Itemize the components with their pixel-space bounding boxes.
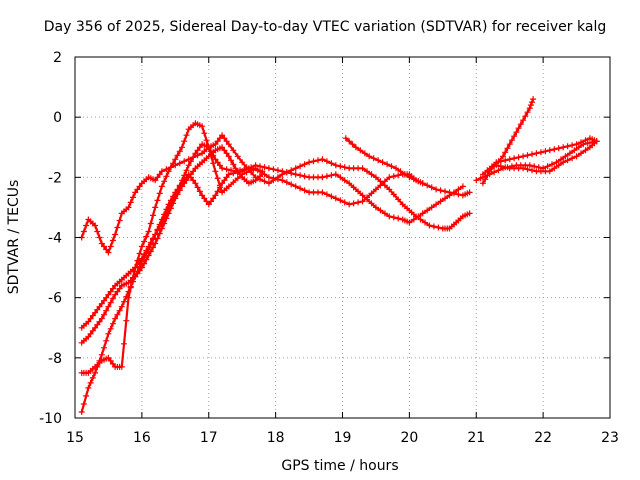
y-tick-label: -6 [48, 291, 62, 307]
x-tick-label: 23 [601, 430, 619, 446]
data-point-marker [390, 213, 398, 221]
data-point-marker [350, 199, 358, 207]
series-line-track-2 [80, 122, 424, 374]
y-tick-label: -10 [39, 411, 62, 427]
x-axis-label: GPS time / hours [281, 458, 398, 474]
data-point-marker [274, 166, 282, 174]
data-point-marker [506, 155, 514, 163]
data-point-marker [265, 164, 273, 172]
y-tick-label: -8 [48, 351, 62, 367]
data-point-marker [529, 95, 537, 103]
data-point-marker [269, 165, 277, 173]
data-point-marker [151, 203, 159, 211]
data-point-marker [111, 230, 119, 239]
data-point-marker [537, 148, 545, 156]
data-point-marker [555, 144, 563, 152]
data-point-marker [519, 152, 527, 160]
x-tick-label: 21 [467, 430, 485, 446]
x-tick-label: 20 [400, 430, 418, 446]
data-point-marker [559, 143, 567, 151]
data-point-marker [510, 154, 518, 162]
data-point-marker [354, 198, 362, 206]
data-point-marker [296, 171, 304, 179]
data-point-marker [156, 189, 164, 197]
data-point-marker [182, 131, 191, 139]
data-point-marker [82, 392, 90, 400]
data-point-marker [153, 196, 162, 204]
axis-ticks: 15 16 17 18 19 20 21 22 23 -10 -8 -6 -4 -2 0 2 [39, 50, 619, 446]
data-point-marker [80, 227, 88, 236]
data-point-marker [211, 167, 219, 175]
y-axis-label: SDTVAR / TECUs [6, 180, 22, 295]
data-point-marker [301, 172, 309, 180]
series-line-track-6 [344, 137, 471, 197]
data-point-marker [514, 153, 523, 161]
data-point-marker [82, 221, 90, 230]
x-tick-label: 17 [200, 430, 218, 446]
data-point-marker [95, 233, 104, 242]
data-point-marker [327, 171, 335, 179]
x-tick-label: 18 [267, 430, 285, 446]
x-tick-label: 22 [534, 430, 552, 446]
data-point-marker [292, 170, 300, 178]
data-point-marker [527, 101, 535, 109]
data-point-marker [93, 227, 101, 236]
y-tick-label: 0 [53, 110, 62, 126]
data-point-marker [336, 162, 344, 170]
data-point-marker [107, 242, 115, 251]
data-point-marker [214, 174, 222, 182]
data-point-marker [120, 340, 128, 348]
data-point-marker [147, 219, 155, 228]
data-point-marker [437, 186, 445, 194]
data-point-marker [550, 145, 558, 153]
data-point-marker [563, 142, 572, 150]
chart-title: Day 356 of 2025, Sidereal Day-to-day VTE… [44, 19, 606, 35]
data-point-marker [532, 149, 541, 157]
y-tick-label: -4 [48, 231, 62, 247]
x-tick-label: 16 [133, 430, 151, 446]
data-point-marker [109, 236, 117, 245]
data-point-marker [528, 150, 536, 158]
data-point-marker [115, 216, 124, 225]
series-line-track-5 [80, 146, 264, 344]
series-line-track-1 [80, 134, 471, 254]
data-point-marker [434, 223, 442, 232]
y-tick-label: 2 [53, 50, 62, 66]
grid [75, 57, 610, 418]
data-point-marker [314, 156, 322, 164]
data-point-marker [394, 214, 402, 222]
data-point-marker [100, 344, 108, 352]
series-line-track-4 [80, 143, 264, 414]
data-point-marker [78, 408, 86, 416]
x-tick-label: 19 [334, 430, 352, 446]
data-point-marker [80, 400, 88, 408]
data-point-marker [309, 157, 318, 165]
data-point-marker [200, 129, 208, 137]
data-point-marker [546, 146, 554, 154]
data-series [78, 95, 601, 416]
data-point-marker [390, 172, 398, 180]
data-point-marker [113, 223, 122, 232]
y-tick-label: -2 [48, 170, 62, 186]
data-point-marker [149, 211, 157, 219]
data-point-marker [441, 187, 449, 195]
data-point-marker [323, 172, 331, 180]
x-tick-label: 15 [66, 430, 84, 446]
data-point-marker [318, 173, 326, 181]
data-point-marker [180, 137, 188, 145]
data-point-marker [430, 222, 438, 231]
data-point-marker [528, 98, 536, 106]
data-point-marker [523, 151, 532, 159]
data-point-marker [102, 337, 110, 345]
data-point-marker [122, 317, 130, 325]
